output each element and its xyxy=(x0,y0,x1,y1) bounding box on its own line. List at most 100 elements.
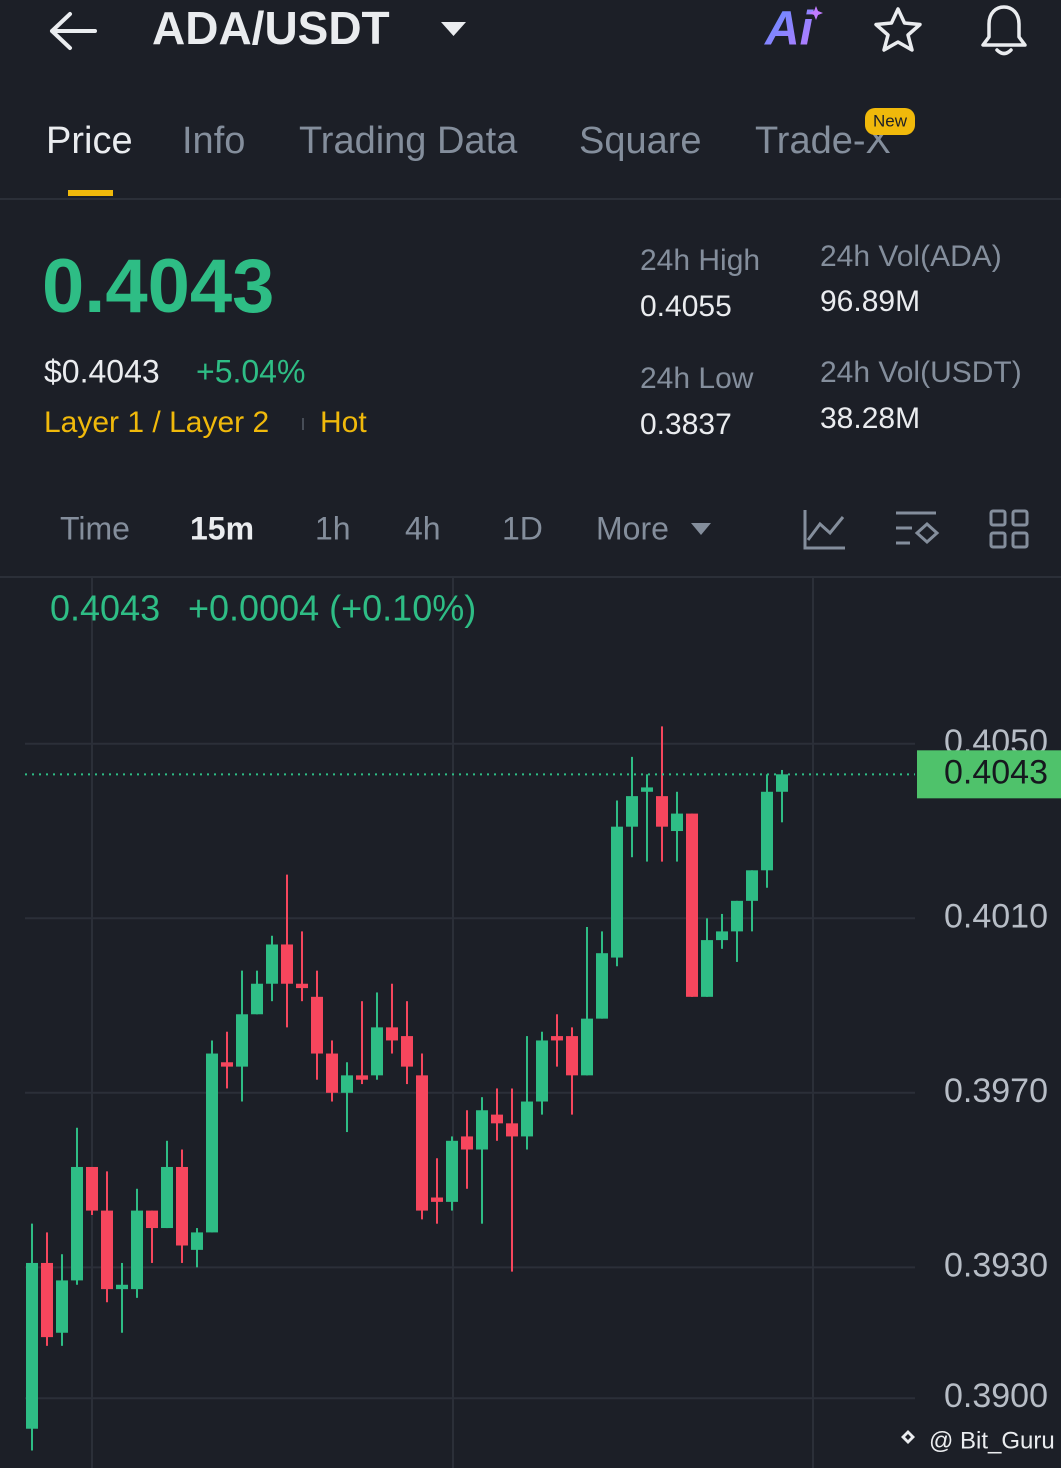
candle-body xyxy=(461,1136,473,1150)
candle-body xyxy=(536,1040,548,1102)
layout-cell xyxy=(989,531,1007,549)
back-button[interactable] xyxy=(50,12,97,50)
bell-body xyxy=(981,5,1027,47)
candle-body xyxy=(476,1110,488,1150)
candle-body xyxy=(296,983,308,989)
candle-body xyxy=(641,787,653,792)
candle-body xyxy=(131,1210,143,1290)
interval[interactable]: 4h xyxy=(405,510,441,546)
candle-body xyxy=(776,774,788,792)
candle-body xyxy=(566,1036,578,1076)
candle-body xyxy=(746,870,758,901)
candle-body xyxy=(506,1123,518,1137)
layout-cell xyxy=(1011,509,1029,527)
interval[interactable]: Time xyxy=(60,510,130,546)
tag[interactable]: Layer 1 / Layer 2 xyxy=(44,406,269,439)
y-tick-label: 0.3930 xyxy=(944,1246,1048,1284)
indicator-icon[interactable] xyxy=(803,510,845,550)
candle-body xyxy=(41,1262,53,1338)
stat-value: 0.3837 xyxy=(640,408,732,441)
candle-body xyxy=(446,1140,458,1202)
bell-clapper xyxy=(995,48,1013,56)
settings-lines xyxy=(896,511,936,545)
tab-info[interactable]: Info xyxy=(182,120,245,162)
candle-body xyxy=(86,1166,98,1211)
candle-body xyxy=(671,813,683,832)
usd-price: $0.4043 xyxy=(44,353,160,389)
tab-trading-data[interactable]: Trading Data xyxy=(299,120,518,162)
candle-body xyxy=(551,1036,563,1041)
stat-label: 24h Vol(ADA) xyxy=(820,240,1002,273)
candle-body xyxy=(146,1210,158,1229)
candle-body xyxy=(266,944,278,984)
candle-body xyxy=(206,1053,218,1233)
candle-body xyxy=(251,983,263,1015)
current-price-tag: 0.4043 xyxy=(944,753,1048,791)
candle-body xyxy=(611,826,623,958)
stat-value: 0.4055 xyxy=(640,290,732,323)
candle-body xyxy=(116,1284,128,1290)
candle-body xyxy=(191,1232,203,1250)
candle-body xyxy=(701,940,713,997)
more-dropdown[interactable] xyxy=(691,523,711,535)
notification-bell[interactable] xyxy=(981,5,1027,56)
candle-body xyxy=(56,1280,68,1333)
settings-diamond xyxy=(914,521,940,545)
candle-body xyxy=(326,1053,338,1093)
candle-body xyxy=(416,1075,428,1211)
y-tick-label: 0.3900 xyxy=(944,1377,1048,1415)
interval[interactable]: 1D xyxy=(502,510,543,546)
ai-button[interactable]: Ai xyxy=(764,3,815,56)
candle-body xyxy=(761,791,773,871)
ai-sparkle xyxy=(809,6,823,20)
tab-price[interactable]: Price xyxy=(46,120,133,162)
current-price-tag-bg xyxy=(917,750,1061,799)
candle-body xyxy=(71,1166,83,1281)
back-arrow xyxy=(50,12,97,50)
candle-body xyxy=(491,1114,503,1124)
layout-cell xyxy=(1011,531,1029,549)
stat-label: 24h Vol(USDT) xyxy=(820,356,1022,389)
candle-body xyxy=(431,1197,443,1202)
last-price: 0.4043 xyxy=(42,244,274,329)
candle-body xyxy=(176,1166,188,1246)
y-tick-label: 0.3970 xyxy=(944,1072,1048,1110)
active-tab-indicator xyxy=(68,190,113,196)
interval[interactable]: 1h xyxy=(315,510,351,546)
candle-body xyxy=(521,1101,533,1137)
candle-body xyxy=(686,813,698,997)
candle-body xyxy=(581,1018,593,1076)
candle-body xyxy=(161,1166,173,1229)
candle-body xyxy=(656,796,668,827)
stat-value: 38.28M xyxy=(820,402,920,435)
pair-dropdown[interactable] xyxy=(441,22,466,36)
new-badge: New xyxy=(873,111,908,130)
stat-label: 24h High xyxy=(640,244,760,277)
interval[interactable]: 15m xyxy=(190,510,254,546)
candle-body xyxy=(626,796,638,827)
layout-cell xyxy=(989,509,1007,527)
price-change: +5.04% xyxy=(196,353,305,389)
watermark: @ Bit_Guru xyxy=(929,1427,1055,1454)
candle-body xyxy=(311,996,323,1054)
layout-icon[interactable] xyxy=(989,509,1029,549)
candle-body xyxy=(386,1027,398,1041)
candle-body xyxy=(236,1014,248,1067)
interval[interactable]: More xyxy=(596,510,669,546)
stat-value: 96.89M xyxy=(820,285,920,318)
settings-icon[interactable] xyxy=(896,511,940,545)
candle-body xyxy=(401,1036,413,1067)
candle-body xyxy=(101,1210,113,1290)
pair-title[interactable]: ADA/USDT xyxy=(152,2,390,54)
candle-body xyxy=(596,953,608,1019)
tab-square[interactable]: Square xyxy=(579,120,702,162)
candle-body xyxy=(731,900,743,932)
tag[interactable]: Hot xyxy=(320,406,367,439)
favorite-star[interactable] xyxy=(874,7,922,52)
candle-body xyxy=(716,931,728,941)
candle-body xyxy=(221,1062,233,1067)
stat-label: 24h Low xyxy=(640,362,754,395)
candle-body xyxy=(281,944,293,984)
